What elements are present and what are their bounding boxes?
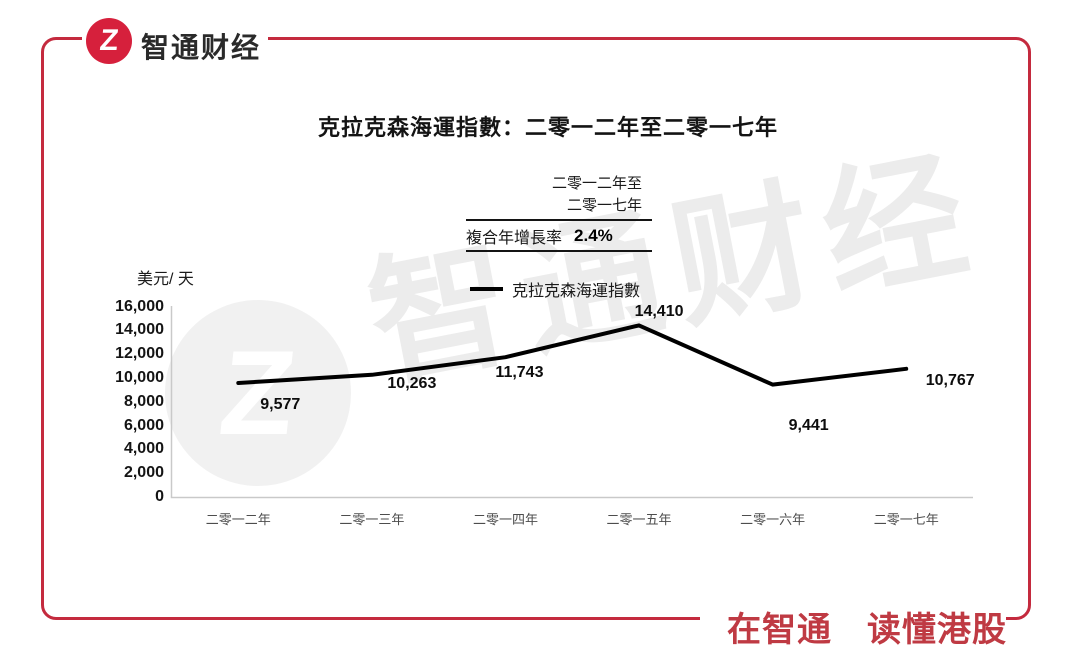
x-tick-label: 二零一七年 xyxy=(873,512,939,527)
cagr-row-label: 複合年增長率 xyxy=(466,229,563,247)
x-tick-label: 二零一三年 xyxy=(339,512,405,527)
footer-slogan: 在智通 读懂港股 xyxy=(727,611,1007,647)
y-tick-label: 14,000 xyxy=(115,321,164,339)
x-tick-label: 二零一二年 xyxy=(205,512,271,527)
y-tick-label: 6,000 xyxy=(123,416,164,434)
y-tick-label: 4,000 xyxy=(123,440,164,458)
data-point-label: 11,743 xyxy=(495,364,544,382)
cagr-row-value: 2.4% xyxy=(574,225,613,245)
y-tick-label: 16,000 xyxy=(115,297,164,315)
brand-logo: Z xyxy=(86,18,132,64)
series-line xyxy=(236,323,909,387)
data-point-label: 10,263 xyxy=(387,374,437,392)
data-point-label: 9,441 xyxy=(788,416,829,434)
y-tick-label: 10,000 xyxy=(115,368,164,386)
cagr-period-header: 二零一二年至 二零一七年 xyxy=(466,173,652,219)
data-point-label: 9,577 xyxy=(260,395,301,413)
x-tick-label: 二零一五年 xyxy=(606,512,672,527)
y-tick-label: 2,000 xyxy=(123,464,164,482)
y-axis-unit-label: 美元/ 天 xyxy=(137,271,194,288)
cagr-period-line2: 二零一七年 xyxy=(566,197,642,214)
x-tick-label: 二零一六年 xyxy=(740,512,806,527)
y-tick-label: 0 xyxy=(155,488,164,505)
y-tick-label: 12,000 xyxy=(115,345,164,363)
watermark-logo-circle: Z xyxy=(165,300,351,486)
data-point-label: 10,767 xyxy=(925,371,975,389)
data-point-label: 14,410 xyxy=(634,303,684,321)
cagr-period-line1: 二零一二年至 xyxy=(551,175,642,192)
legend-label: 克拉克森海運指數 xyxy=(512,283,641,300)
cagr-table: 二零一二年至 二零一七年 複合年增長率 2.4% xyxy=(466,173,652,252)
x-tick-label: 二零一四年 xyxy=(472,512,538,527)
chart-title: 克拉克森海運指數：二零一二年至二零一七年 xyxy=(317,115,778,140)
y-tick-label: 8,000 xyxy=(123,392,164,410)
chart-legend: 克拉克森海運指數 xyxy=(470,277,640,301)
brand-name: 智通财经 xyxy=(141,32,262,63)
frame-gap-bottom xyxy=(700,601,1006,643)
cagr-row: 複合年增長率 2.4% xyxy=(466,219,652,252)
red-border-frame xyxy=(41,37,1031,620)
legend-line-swatch-icon xyxy=(470,287,503,291)
